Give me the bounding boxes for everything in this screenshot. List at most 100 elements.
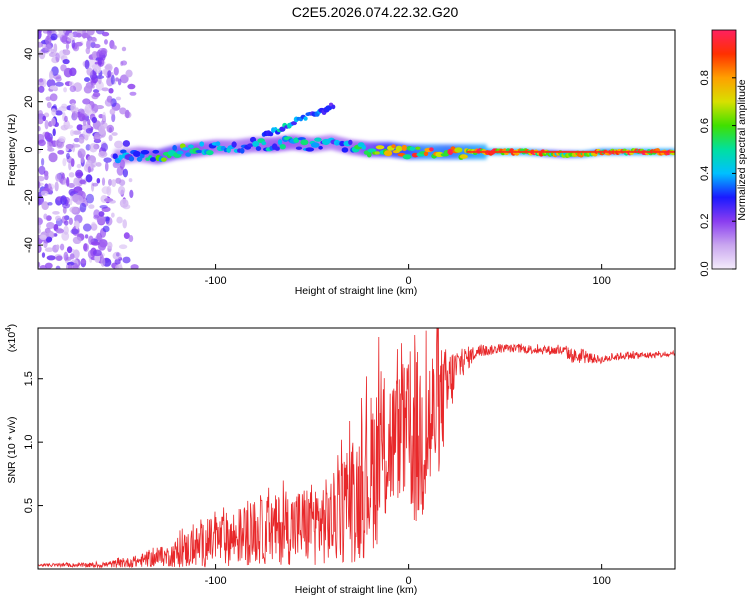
noise-blob bbox=[72, 262, 79, 269]
band-blob bbox=[112, 153, 118, 160]
noise-blob bbox=[44, 262, 53, 269]
noise-blob bbox=[101, 31, 110, 37]
noise-blob bbox=[61, 172, 65, 180]
noise-blob bbox=[95, 80, 104, 91]
band-blob bbox=[172, 144, 178, 151]
band-blob bbox=[255, 146, 262, 151]
noise-blob bbox=[51, 108, 57, 116]
noise-blob bbox=[98, 113, 104, 119]
noise-blob bbox=[47, 201, 53, 206]
noise-blob bbox=[120, 60, 128, 66]
spectrogram-y-tick-label: 0 bbox=[23, 146, 35, 152]
noise-blob bbox=[50, 48, 55, 54]
noise-blob bbox=[119, 179, 126, 187]
noise-blob bbox=[68, 32, 74, 38]
noise-blob bbox=[76, 32, 82, 38]
noise-blob bbox=[77, 190, 84, 196]
noise-blob bbox=[95, 75, 105, 79]
noise-blob bbox=[39, 234, 47, 240]
colorbar-gradient bbox=[711, 29, 737, 270]
spectrogram-y-tick-label: -20 bbox=[23, 189, 35, 205]
noise-blob bbox=[88, 37, 98, 43]
colorbar: 0.0 0.2 0.4 0.6 0.8 Normalized spectral ampl… bbox=[699, 29, 748, 277]
noise-blob bbox=[70, 102, 77, 113]
noise-blob bbox=[108, 199, 116, 204]
noise-blob bbox=[60, 64, 67, 72]
noise-blob bbox=[106, 124, 115, 133]
noise-blob bbox=[39, 78, 44, 83]
band-blob bbox=[182, 147, 189, 151]
noise-blob bbox=[46, 237, 52, 243]
noise-blob bbox=[72, 236, 82, 245]
noise-blob bbox=[89, 143, 98, 153]
noise-blob bbox=[76, 124, 84, 131]
noise-blob bbox=[40, 190, 49, 197]
noise-blob bbox=[71, 143, 81, 148]
noise-blob bbox=[38, 261, 41, 268]
noise-blob bbox=[107, 70, 112, 78]
noise-blob bbox=[51, 117, 56, 127]
noise-blob bbox=[77, 150, 83, 159]
branch-blob bbox=[290, 121, 297, 126]
snr-x-tick-label: 0 bbox=[406, 575, 412, 587]
noise-blob bbox=[86, 67, 93, 76]
band-blob bbox=[274, 146, 280, 151]
noise-blob bbox=[90, 160, 97, 168]
band-blob bbox=[205, 150, 214, 156]
snr-series-line bbox=[38, 328, 675, 569]
noise-blob bbox=[82, 119, 87, 126]
noise-blob bbox=[46, 221, 55, 229]
noise-blob bbox=[96, 178, 101, 184]
noise-blob bbox=[92, 89, 100, 93]
band-blob bbox=[310, 142, 320, 148]
noise-blob bbox=[103, 157, 112, 163]
noise-blob bbox=[104, 161, 109, 172]
noise-blob bbox=[105, 216, 110, 224]
band-blob bbox=[215, 141, 221, 147]
noise-blob bbox=[41, 201, 49, 211]
noise-blob bbox=[112, 251, 122, 260]
noise-blob bbox=[47, 30, 52, 37]
noise-blob bbox=[108, 178, 113, 186]
noise-blob bbox=[56, 33, 63, 38]
noise-blob bbox=[115, 96, 122, 101]
branch-blob bbox=[325, 105, 333, 111]
colorbar-tick-label: 0.6 bbox=[699, 118, 711, 133]
band-blob bbox=[375, 145, 385, 150]
spectrogram-y-tick-label: 20 bbox=[23, 96, 35, 108]
noise-blob bbox=[70, 228, 79, 235]
noise-blob bbox=[98, 211, 105, 217]
noise-blob bbox=[49, 85, 58, 90]
noise-blob bbox=[67, 264, 73, 269]
band-blob bbox=[395, 145, 403, 152]
noise-blob bbox=[55, 244, 60, 250]
noise-blob bbox=[49, 93, 58, 102]
noise-blob bbox=[116, 216, 123, 224]
noise-blob bbox=[98, 150, 108, 158]
noise-blob bbox=[70, 129, 75, 137]
band-blob bbox=[118, 154, 123, 160]
noise-blob bbox=[64, 220, 69, 226]
noise-blob bbox=[52, 210, 60, 215]
band-blob bbox=[277, 139, 283, 146]
noise-blob bbox=[111, 179, 117, 187]
noise-blob bbox=[84, 59, 90, 70]
band-blob bbox=[339, 140, 346, 147]
noise-blob bbox=[38, 246, 41, 252]
snr-y-tick-label: 0.5 bbox=[23, 498, 35, 513]
noise-blob bbox=[115, 77, 119, 82]
spectrogram-y-label: Frequency (Hz) bbox=[6, 114, 18, 186]
noise-blob bbox=[122, 204, 131, 210]
noise-blob bbox=[59, 243, 65, 251]
noise-blob bbox=[100, 120, 104, 125]
noise-blob bbox=[118, 244, 128, 250]
branch-blob bbox=[279, 126, 286, 132]
band-blob bbox=[247, 143, 254, 147]
spectrogram-x-tick-label: -100 bbox=[205, 275, 227, 287]
noise-blob bbox=[90, 241, 100, 246]
noise-blob bbox=[66, 246, 73, 254]
noise-blob bbox=[71, 39, 76, 49]
noise-blob bbox=[65, 43, 70, 50]
noise-blob bbox=[75, 169, 83, 179]
